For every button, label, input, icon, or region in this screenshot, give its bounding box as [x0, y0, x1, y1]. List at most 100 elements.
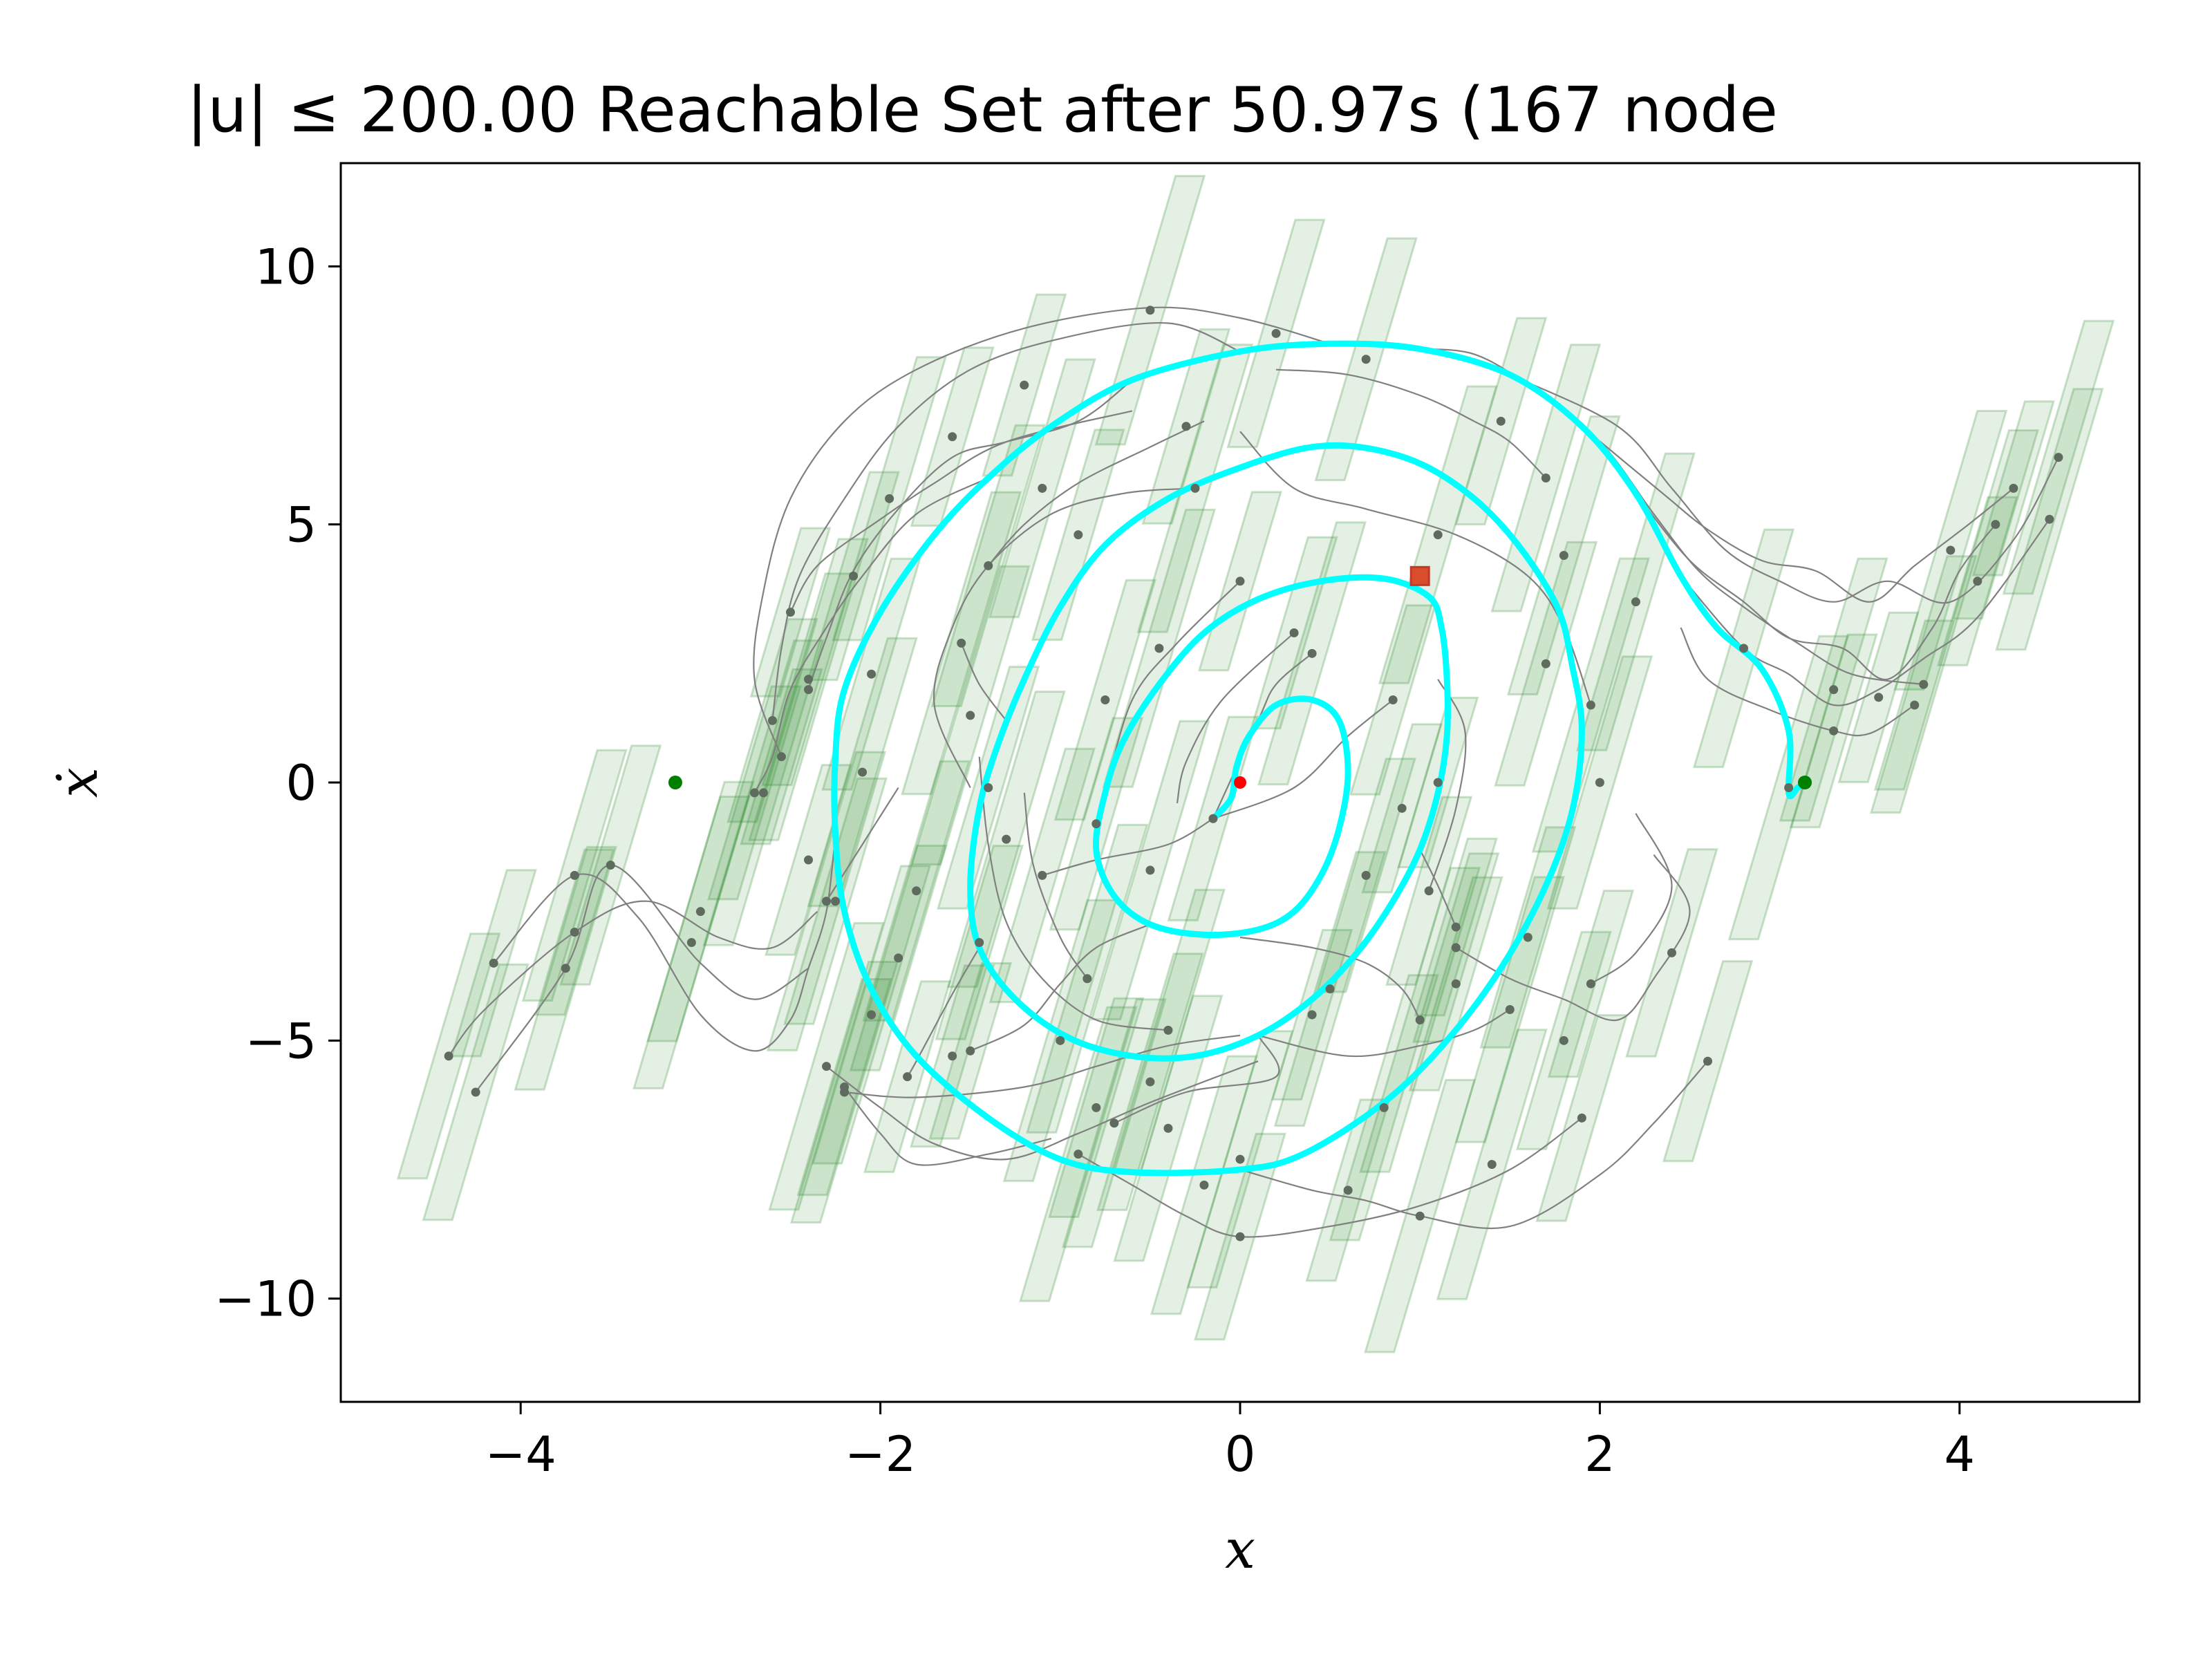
tree-node	[1091, 1103, 1101, 1112]
goal-marker	[668, 776, 682, 789]
tree-node	[786, 608, 795, 617]
tree-node	[867, 669, 877, 679]
tree-node	[1541, 659, 1550, 668]
tree-node	[1784, 782, 1794, 792]
tree-node	[1577, 1113, 1586, 1123]
tree-node	[984, 561, 993, 570]
tree-node	[804, 685, 814, 695]
tree-node	[1100, 695, 1110, 705]
tree-node	[1703, 1056, 1713, 1066]
tree-node	[1487, 1160, 1497, 1170]
tree-node	[1325, 984, 1335, 994]
tree-node	[1595, 778, 1604, 787]
tree-node	[804, 855, 814, 865]
best-path	[831, 340, 1810, 1177]
tree-edge	[771, 321, 1241, 721]
tree-node	[1739, 644, 1749, 653]
tree-node	[1038, 870, 1047, 880]
tree-node	[1451, 922, 1461, 932]
tree-node	[1038, 483, 1047, 493]
start-marker	[1234, 776, 1246, 789]
x-axis-label: x	[1225, 1519, 1255, 1581]
tree-edge	[843, 1086, 1052, 1166]
tree-node	[1451, 979, 1461, 988]
tree-node	[1145, 306, 1155, 315]
tree-node	[1343, 1185, 1353, 1195]
tree-node	[1829, 726, 1839, 735]
tree-node	[903, 1072, 912, 1082]
tree-node	[758, 788, 768, 798]
tree-edge	[1455, 854, 1691, 1022]
tree-node	[1415, 1015, 1425, 1024]
tree-node	[1586, 979, 1595, 988]
tree-node	[1109, 1118, 1119, 1128]
tree-node	[1020, 380, 1029, 390]
tree-node	[749, 788, 759, 798]
y-axis-label: ẋ	[48, 767, 110, 798]
tree-edge	[1635, 493, 1996, 681]
tree-node	[1307, 648, 1317, 658]
y-tick-label: 0	[285, 755, 317, 812]
tree-node	[885, 494, 894, 503]
tree-node	[1631, 597, 1640, 607]
tree-edge	[987, 420, 1205, 567]
tree-node	[776, 752, 786, 762]
tree-edge	[825, 1060, 1259, 1161]
tree-node	[444, 1051, 453, 1061]
y-axis-ticks: −10 −5 0 5 10	[214, 238, 341, 1328]
tree-node	[849, 571, 859, 581]
tree-node	[570, 870, 579, 880]
tree-node	[489, 958, 498, 968]
tree-node	[1235, 1154, 1245, 1164]
tree-edge	[1078, 1117, 1583, 1238]
tree-node	[1874, 693, 1884, 702]
tree-edge	[1419, 849, 1457, 928]
tree-edge	[1428, 679, 1467, 892]
tree-node	[1361, 870, 1371, 880]
tree-node	[561, 964, 570, 973]
tree-edge	[753, 477, 989, 794]
tree-node	[1379, 1103, 1389, 1112]
tree-node	[966, 1046, 975, 1056]
tree-node	[822, 1062, 832, 1071]
tree-edge	[1581, 425, 2014, 603]
tree-node	[1235, 577, 1245, 586]
tree-node	[1559, 550, 1568, 560]
tree-node	[1163, 1123, 1173, 1133]
tree-node	[1433, 530, 1443, 540]
tree-edge	[844, 1034, 1241, 1098]
y-tick-label: −5	[245, 1013, 317, 1069]
tree-node	[1208, 814, 1218, 823]
marker-layer	[668, 565, 1812, 789]
tree-node	[966, 711, 975, 720]
tree-edge	[960, 642, 1007, 722]
tree-node	[1505, 1005, 1515, 1015]
tree-node	[948, 1051, 957, 1061]
tree-node	[1181, 422, 1191, 431]
tree-node	[1307, 1010, 1317, 1020]
tree-node	[1056, 1035, 1065, 1045]
tree-node	[1667, 948, 1676, 957]
tree-edge	[1590, 813, 1673, 985]
tree-edge	[906, 947, 980, 1078]
tree-node	[1496, 416, 1506, 426]
x-tick-label: −4	[485, 1426, 556, 1483]
x-tick-label: −2	[845, 1426, 916, 1483]
tree-node	[1829, 685, 1839, 695]
tree-edge	[1023, 792, 1088, 980]
tree-node	[1919, 679, 1929, 689]
tree-node	[2054, 453, 2063, 462]
tree-edge	[978, 756, 1169, 1031]
tree-node	[840, 1082, 850, 1092]
tree-edge	[970, 924, 1151, 1052]
tree-edge	[475, 864, 809, 1093]
tree-node	[1433, 778, 1443, 787]
tree-node	[1559, 1035, 1568, 1045]
tree-node	[831, 897, 841, 906]
tree-edge	[1212, 653, 1313, 819]
tree-edge	[1114, 1035, 1280, 1124]
tree-edge	[1239, 936, 1421, 1021]
tree-node	[1074, 530, 1083, 540]
goal-marker	[1798, 776, 1812, 789]
tree-node	[2009, 483, 2018, 493]
